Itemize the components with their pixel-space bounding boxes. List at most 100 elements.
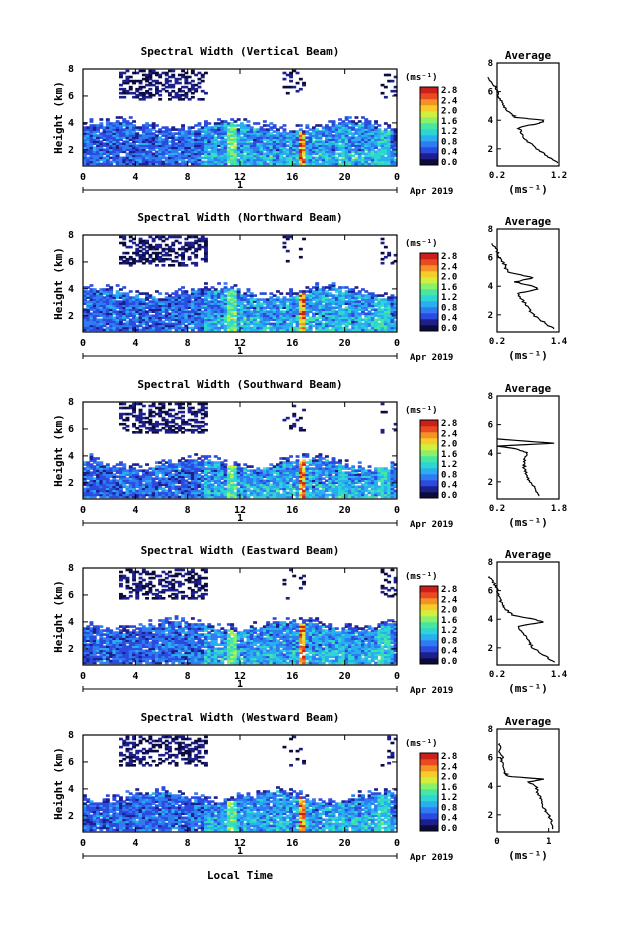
heatmap-cell — [200, 257, 205, 261]
heatmap-cell — [155, 326, 159, 330]
heatmap-cell — [351, 320, 356, 324]
heatmap-cell — [197, 461, 202, 464]
heatmap-cell — [119, 316, 123, 320]
heatmap-cell — [177, 481, 182, 485]
heatmap-cell — [96, 465, 100, 468]
heatmap-cell — [174, 162, 179, 166]
heatmap-cell — [89, 130, 94, 133]
heatmap-cell — [361, 158, 365, 162]
heatmap-cell — [128, 154, 133, 158]
heatmap-cell — [347, 288, 352, 291]
heatmap-cell — [380, 302, 385, 305]
heatmap-cell — [138, 408, 143, 412]
heatmap-cell — [145, 257, 149, 261]
heatmap-cell — [328, 320, 333, 324]
heatmap-cell — [204, 241, 208, 245]
heatmap-cell — [135, 87, 140, 91]
heatmap-cell — [96, 156, 100, 160]
heatmap-cell — [184, 148, 189, 152]
heatmap-cell — [145, 314, 149, 318]
heatmap-cell — [315, 288, 320, 291]
heatmap-cell — [331, 156, 336, 160]
heatmap-cell — [393, 162, 398, 166]
heatmap-cell — [328, 126, 333, 129]
heatmap-cell — [86, 290, 91, 293]
heatmap-cell — [354, 148, 359, 152]
heatmap-cell — [99, 314, 104, 318]
heatmap-cell — [377, 314, 382, 318]
heatmap-cell — [305, 140, 310, 143]
heatmap-cell — [171, 493, 176, 497]
heatmap-cell — [184, 461, 189, 464]
heatmap-cell — [256, 306, 261, 309]
heatmap-cell — [83, 130, 87, 133]
heatmap-cell — [351, 316, 356, 320]
heatmap-cell — [204, 322, 208, 326]
heatmap-cell — [168, 140, 172, 143]
heatmap-cell — [164, 312, 169, 316]
heatmap-cell — [315, 320, 320, 324]
heatmap-cell — [289, 326, 293, 330]
heatmap-cell — [367, 298, 372, 301]
heatmap-cell — [89, 473, 94, 476]
heatmap-cell — [312, 140, 316, 143]
heatmap-cell — [269, 318, 274, 322]
heatmap-cell — [256, 138, 261, 141]
heatmap-cell — [105, 122, 110, 125]
heatmap-cell — [158, 93, 163, 97]
heatmap-cell — [207, 316, 212, 320]
heatmap-cell — [141, 477, 146, 480]
heatmap-cell — [115, 328, 120, 332]
heatmap-cell — [168, 93, 172, 97]
heatmap-cell — [370, 130, 375, 133]
heatmap-cell — [295, 306, 300, 309]
heatmap-cell — [298, 128, 303, 131]
heatmap-cell — [197, 306, 202, 309]
date-label: Apr 2019 — [410, 187, 453, 197]
heatmap-cell — [119, 304, 123, 307]
heatmap-cell — [177, 138, 182, 141]
heatmap-cell — [223, 158, 228, 162]
heatmap-cell — [89, 284, 94, 287]
heatmap-cell — [112, 495, 117, 499]
heatmap-cell — [298, 298, 303, 301]
heatmap-cell — [354, 322, 359, 326]
heatmap-cell — [331, 154, 336, 158]
heatmap-cell — [158, 259, 163, 263]
heatmap-cell — [223, 306, 228, 309]
heatmap-cell — [125, 298, 130, 301]
heatmap-cell — [361, 132, 365, 135]
heatmap-cell — [145, 487, 149, 491]
heatmap-cell — [155, 142, 159, 145]
heatmap-cell — [246, 130, 251, 133]
heatmap-cell — [112, 485, 117, 489]
heatmap-cells — [83, 402, 398, 499]
heatmap-cell — [187, 140, 192, 143]
heatmap-cell — [292, 296, 297, 299]
heatmap-cell — [269, 302, 274, 305]
heatmap-cell — [226, 314, 231, 318]
heatmap-cell — [145, 83, 149, 87]
heatmap-cell — [380, 158, 385, 162]
heatmap-cell — [276, 324, 280, 328]
heatmap-cell — [374, 140, 378, 143]
heatmap-cell — [105, 284, 110, 287]
heatmap-cell — [361, 142, 365, 145]
heatmap-cell — [171, 158, 176, 162]
heatmap-cell — [105, 156, 110, 160]
heatmap-cell — [164, 243, 169, 247]
heatmap-cell — [213, 324, 218, 328]
heatmap-cell — [315, 158, 320, 162]
heatmap-cell — [187, 298, 192, 301]
heatmap-cell — [298, 314, 303, 318]
heatmap-cell — [289, 162, 293, 166]
heatmap-cell — [380, 322, 385, 326]
heatmap-cell — [249, 328, 254, 332]
heatmap-cell — [272, 324, 277, 328]
heatmap-cell — [135, 402, 140, 406]
heatmap-cell — [295, 314, 300, 318]
heatmap-cell — [390, 294, 395, 297]
heatmap-cell — [177, 318, 182, 322]
heatmap-cell — [132, 261, 136, 265]
heatmap-cell — [351, 314, 356, 318]
